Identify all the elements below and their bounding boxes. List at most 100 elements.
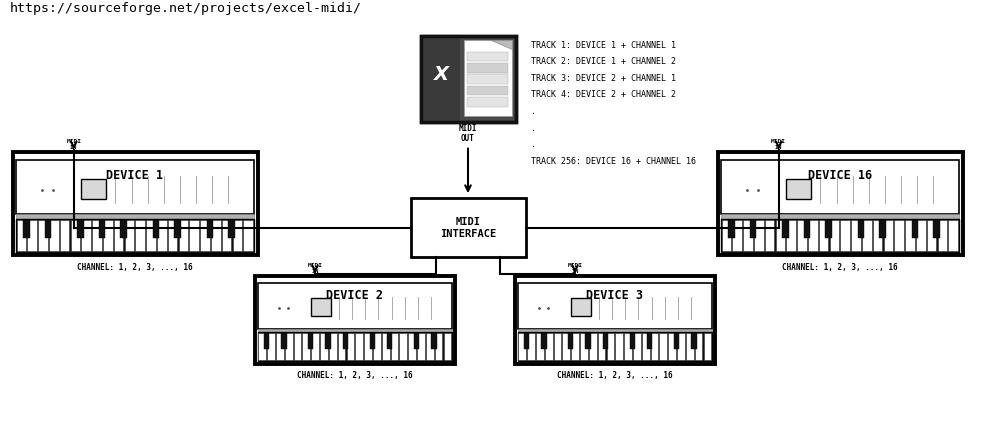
- Bar: [554, 333, 561, 360]
- Bar: [894, 219, 904, 251]
- Bar: [311, 333, 319, 360]
- Bar: [153, 219, 159, 238]
- Bar: [718, 152, 962, 255]
- Bar: [373, 333, 381, 360]
- Bar: [840, 219, 850, 251]
- Bar: [387, 333, 392, 349]
- Bar: [294, 333, 301, 360]
- Bar: [704, 333, 711, 360]
- Bar: [686, 333, 694, 360]
- Text: MIDI
OUT: MIDI OUT: [459, 124, 477, 143]
- Bar: [435, 333, 442, 360]
- Bar: [524, 333, 529, 349]
- Bar: [168, 219, 177, 251]
- Bar: [938, 219, 947, 251]
- Bar: [598, 333, 605, 360]
- Bar: [721, 160, 959, 214]
- Bar: [467, 52, 508, 61]
- Bar: [103, 219, 113, 251]
- Bar: [81, 219, 91, 251]
- Text: DEVICE 16: DEVICE 16: [808, 169, 872, 182]
- Bar: [825, 219, 832, 238]
- Bar: [258, 332, 452, 361]
- Bar: [49, 219, 59, 251]
- Text: CHANNEL: 1, 2, 3, ..., 16: CHANNEL: 1, 2, 3, ..., 16: [77, 263, 193, 272]
- Bar: [222, 219, 231, 251]
- Bar: [399, 333, 407, 360]
- Text: MIDI
INTERFACE: MIDI INTERFACE: [440, 217, 496, 239]
- Bar: [343, 333, 348, 349]
- Bar: [467, 97, 508, 106]
- Bar: [258, 333, 266, 360]
- Bar: [347, 333, 354, 360]
- Text: MIDI
IN: MIDI IN: [307, 263, 322, 274]
- Bar: [200, 219, 210, 251]
- Text: MIDI
IN: MIDI IN: [568, 263, 582, 274]
- Bar: [120, 219, 127, 238]
- Bar: [879, 219, 886, 238]
- Bar: [568, 333, 573, 349]
- Bar: [518, 332, 712, 361]
- Bar: [467, 63, 508, 73]
- Bar: [13, 152, 258, 255]
- Bar: [320, 333, 328, 360]
- Bar: [630, 333, 635, 349]
- Bar: [651, 333, 658, 360]
- Bar: [615, 333, 623, 360]
- Bar: [370, 333, 375, 349]
- Text: TRACK 256: DEVICE 16 + CHANNEL 16: TRACK 256: DEVICE 16 + CHANNEL 16: [531, 157, 696, 166]
- Bar: [585, 333, 591, 349]
- Bar: [633, 333, 641, 360]
- Bar: [674, 333, 679, 349]
- Text: CHANNEL: 1, 2, 3, ..., 16: CHANNEL: 1, 2, 3, ..., 16: [782, 263, 898, 272]
- Bar: [754, 219, 764, 251]
- Bar: [527, 333, 535, 360]
- Bar: [338, 333, 345, 360]
- Bar: [114, 219, 123, 251]
- Bar: [281, 333, 287, 349]
- Bar: [603, 333, 608, 349]
- Bar: [786, 219, 796, 251]
- Bar: [562, 333, 570, 360]
- Text: DEVICE 2: DEVICE 2: [326, 289, 384, 302]
- Bar: [518, 283, 712, 328]
- Bar: [99, 219, 105, 238]
- Bar: [60, 219, 69, 251]
- Bar: [782, 219, 789, 238]
- Bar: [228, 219, 235, 238]
- Bar: [786, 179, 811, 199]
- Bar: [421, 36, 516, 122]
- Bar: [515, 276, 715, 364]
- Bar: [677, 333, 685, 360]
- Bar: [391, 333, 398, 360]
- Text: https://sourceforge.net/projects/excel-midi/: https://sourceforge.net/projects/excel-m…: [10, 2, 362, 15]
- Bar: [765, 219, 774, 251]
- Bar: [862, 219, 872, 251]
- Bar: [146, 219, 156, 251]
- Bar: [830, 219, 839, 251]
- Bar: [948, 219, 958, 251]
- Text: .: .: [531, 141, 536, 149]
- Bar: [426, 333, 434, 360]
- Bar: [311, 298, 331, 316]
- Bar: [571, 333, 579, 360]
- Bar: [776, 219, 785, 251]
- Bar: [16, 219, 254, 253]
- Bar: [545, 333, 553, 360]
- Bar: [411, 198, 526, 258]
- Bar: [71, 219, 80, 251]
- Bar: [721, 219, 959, 253]
- Bar: [444, 333, 451, 360]
- Text: TRACK 3: DEVICE 2 + CHANNEL 1: TRACK 3: DEVICE 2 + CHANNEL 1: [531, 74, 676, 83]
- Bar: [797, 219, 807, 251]
- Bar: [580, 333, 588, 360]
- Bar: [243, 219, 253, 251]
- Bar: [467, 86, 508, 95]
- Bar: [92, 219, 102, 251]
- Text: CHANNEL: 1, 2, 3, ..., 16: CHANNEL: 1, 2, 3, ..., 16: [297, 371, 413, 381]
- Bar: [421, 36, 460, 122]
- Text: .: .: [531, 124, 536, 133]
- Bar: [364, 333, 372, 360]
- Text: DEVICE 3: DEVICE 3: [586, 289, 644, 302]
- Bar: [624, 333, 632, 360]
